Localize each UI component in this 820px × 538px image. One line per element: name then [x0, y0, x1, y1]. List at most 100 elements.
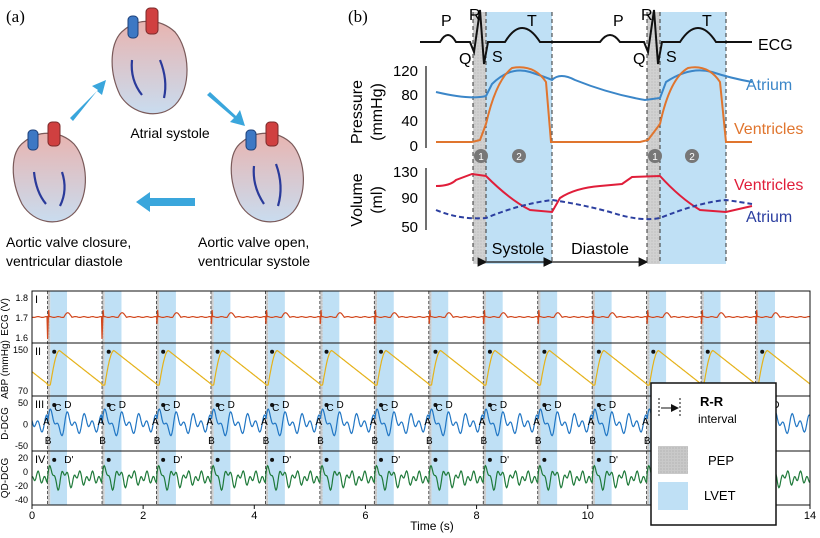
- fiducial-II-9: [542, 349, 547, 354]
- qd-point-d-prime-6: D': [391, 455, 400, 466]
- ecg-label-t1: T: [527, 13, 537, 30]
- ecg-trace-schematic: [420, 9, 752, 65]
- legend-ventricle-pressure: Ventricles: [734, 121, 803, 138]
- dcg-point-c-1: C: [109, 403, 116, 414]
- ecg-label-p2: P: [613, 13, 624, 30]
- phase-label-ventricular-systole: ventricular systole: [198, 253, 310, 269]
- dcg-point-b-0: B: [45, 436, 52, 447]
- systole-label: Systole: [492, 241, 545, 258]
- panel-b: (b) P R Q S T P R Q S T ECG 120 80: [348, 7, 803, 267]
- phase-label-aortic-open: Aortic valve open,: [198, 234, 309, 250]
- fiducial-II-0: [52, 349, 57, 354]
- row-I-tick-1: 1.7: [15, 313, 28, 323]
- row-II-tick-1: 70: [18, 386, 28, 396]
- row-id-I: I: [35, 294, 38, 306]
- row-IV-tick-0: 20: [18, 453, 28, 463]
- dcg-point-d-9: D: [554, 400, 561, 411]
- fiducial-III-2: [161, 403, 166, 408]
- qd-point-d-prime-0: D': [64, 455, 73, 466]
- legend-rr-line1: R-R: [700, 394, 724, 409]
- x-axis-label: Time (s): [410, 519, 454, 533]
- lvet-band-1: [104, 291, 122, 505]
- dcg-point-b-5: B: [317, 436, 324, 447]
- pressure-tick-80: 80: [401, 87, 418, 104]
- marker-1-beat2: [648, 149, 662, 163]
- lvet-band-10: [594, 291, 612, 505]
- dcg-point-b-2: B: [154, 436, 161, 447]
- pep-band-7: [428, 291, 432, 505]
- trace-row-II: [31, 349, 811, 386]
- fiducial-III-5: [324, 403, 329, 408]
- dcg-point-a-8: A: [479, 417, 486, 428]
- fiducial-IV-1: [106, 457, 111, 462]
- dcg-point-d-0: D: [64, 400, 71, 411]
- dcg-point-b-1: B: [99, 436, 106, 447]
- lvet-band-beat2: [660, 12, 726, 264]
- fiducial-IV-5: [324, 457, 329, 462]
- heart-illustration-ventricular-systole: [230, 121, 304, 223]
- lvet-band-4: [268, 291, 285, 505]
- fiducial-IV-0: [52, 457, 57, 462]
- legend-atrium-pressure: Atrium: [746, 77, 792, 94]
- dcg-point-d-8: D: [500, 400, 507, 411]
- dcg-point-c-4: C: [272, 403, 279, 414]
- dcg-point-b-8: B: [480, 436, 487, 447]
- panel-a-label: (a): [6, 7, 25, 26]
- chart-legend: R-R interval PEP LVET: [650, 382, 777, 526]
- ecg-wave-labels: P R Q S T P R Q S T: [441, 7, 712, 68]
- fiducial-II-5: [324, 349, 329, 354]
- volume-axis-label: Volume: [349, 173, 366, 226]
- row-frame-IV: [31, 450, 811, 506]
- ecg-label-r1: R: [469, 7, 481, 24]
- ecg-label-p1: P: [441, 13, 452, 30]
- qd-point-d-prime-4: D': [282, 455, 291, 466]
- trace-row-I: [31, 310, 811, 339]
- fiducial-III-4: [270, 403, 275, 408]
- pep-band-4: [265, 291, 269, 505]
- dcg-point-b-11: B: [644, 436, 651, 447]
- dcg-point-b-7: B: [426, 436, 433, 447]
- x-tick-14: 14: [804, 510, 816, 522]
- fiducial-III-0: [52, 403, 57, 408]
- fiducial-II-3: [215, 349, 220, 354]
- row-id-II: II: [35, 346, 41, 358]
- legend-lvet-label: LVET: [704, 488, 736, 503]
- marker-2-beat2: [685, 149, 699, 163]
- row-IV-tick-3: -40: [15, 495, 28, 505]
- lvet-band-beat1: [486, 12, 552, 264]
- qd-point-d-prime-8: D': [500, 455, 509, 466]
- lvet-band-8: [486, 291, 503, 505]
- dcg-point-a-3: A: [206, 417, 213, 428]
- dcg-point-a-11: A: [642, 417, 649, 428]
- marker-2-beat1: [512, 149, 526, 163]
- x-tick-6: 6: [362, 510, 368, 522]
- fiducial-IV-9: [542, 457, 547, 462]
- dcg-point-c-9: C: [544, 403, 551, 414]
- pep-band-10: [592, 291, 595, 505]
- dcg-point-b-9: B: [535, 436, 542, 447]
- pressure-tick-0: 0: [410, 138, 418, 155]
- dcg-point-b-10: B: [589, 436, 596, 447]
- x-tick-2: 2: [140, 510, 146, 522]
- row-II-tick-0: 150: [13, 345, 28, 355]
- fiducial-II-13: [760, 349, 765, 354]
- dcg-point-d-4: D: [282, 400, 289, 411]
- row-III-tick-1: 0: [23, 420, 28, 430]
- pressure-ticks: 120 80 40 0: [393, 63, 418, 155]
- legend-ventricle-volume: Ventricles: [734, 177, 803, 194]
- row-IV-tick-1: 0: [23, 467, 28, 477]
- fiducial-II-10: [596, 349, 601, 354]
- lvet-band-7: [431, 291, 449, 505]
- row-id-IV: IV: [35, 454, 46, 466]
- row-IV-ylabel: QD-DCG: [0, 458, 11, 499]
- dcg-point-d-5: D: [337, 400, 344, 411]
- heart-illustration-ventricular-diastole: [12, 121, 86, 223]
- ecg-label-q1: Q: [459, 51, 471, 68]
- pep-band-0: [47, 291, 51, 505]
- atrium-pressure-curve: [435, 69, 753, 102]
- pep-band-6: [374, 291, 378, 505]
- volume-tick-130: 130: [393, 164, 418, 181]
- row-id-III: III: [35, 399, 44, 411]
